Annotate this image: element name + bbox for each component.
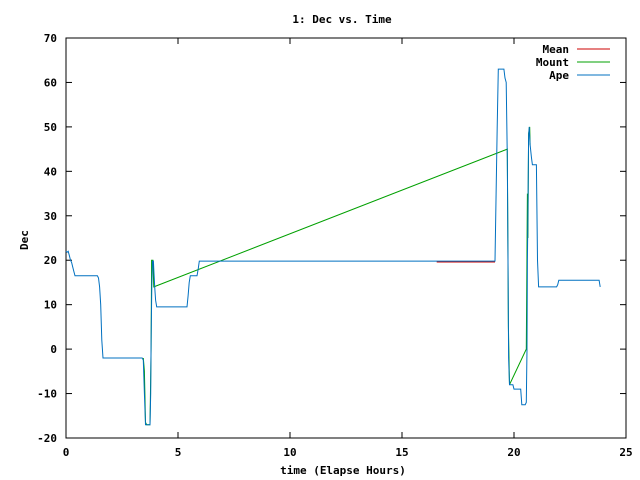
series-layer [65, 68, 601, 426]
chart-title: 1: Dec vs. Time [292, 13, 392, 26]
x-tick-label: 15 [395, 446, 408, 459]
y-tick-label: 10 [44, 299, 57, 312]
series-line-ape [65, 68, 601, 426]
y-tick-label: 70 [44, 32, 57, 45]
legend-label-mount: Mount [536, 56, 569, 69]
x-axis-label: time (Elapse Hours) [280, 464, 406, 477]
y-tick-label: 40 [44, 165, 57, 178]
x-tick-label: 20 [507, 446, 520, 459]
y-tick-label: 60 [44, 76, 57, 89]
x-tick-label: 0 [63, 446, 70, 459]
series-line-mount [142, 126, 531, 426]
y-tick-label: 20 [44, 254, 57, 267]
y-tick-label: 0 [50, 343, 57, 356]
x-tick-label: 10 [283, 446, 296, 459]
y-tick-label: -10 [37, 388, 57, 401]
y-tick-label: -20 [37, 432, 57, 445]
y-axis-label: Dec [18, 230, 31, 250]
x-axis: 0 5 10 15 20 25 [63, 38, 633, 459]
plot-area-border [65, 37, 627, 439]
y-tick-label: 50 [44, 121, 57, 134]
y-tick-label: 30 [44, 210, 57, 223]
x-tick-label: 25 [619, 446, 632, 459]
legend-label-ape: Ape [549, 69, 569, 82]
y-axis: -20 -10 0 10 20 30 40 50 60 70 [37, 32, 626, 445]
x-tick-label: 5 [175, 446, 182, 459]
legend-label-mean: Mean [543, 43, 570, 56]
